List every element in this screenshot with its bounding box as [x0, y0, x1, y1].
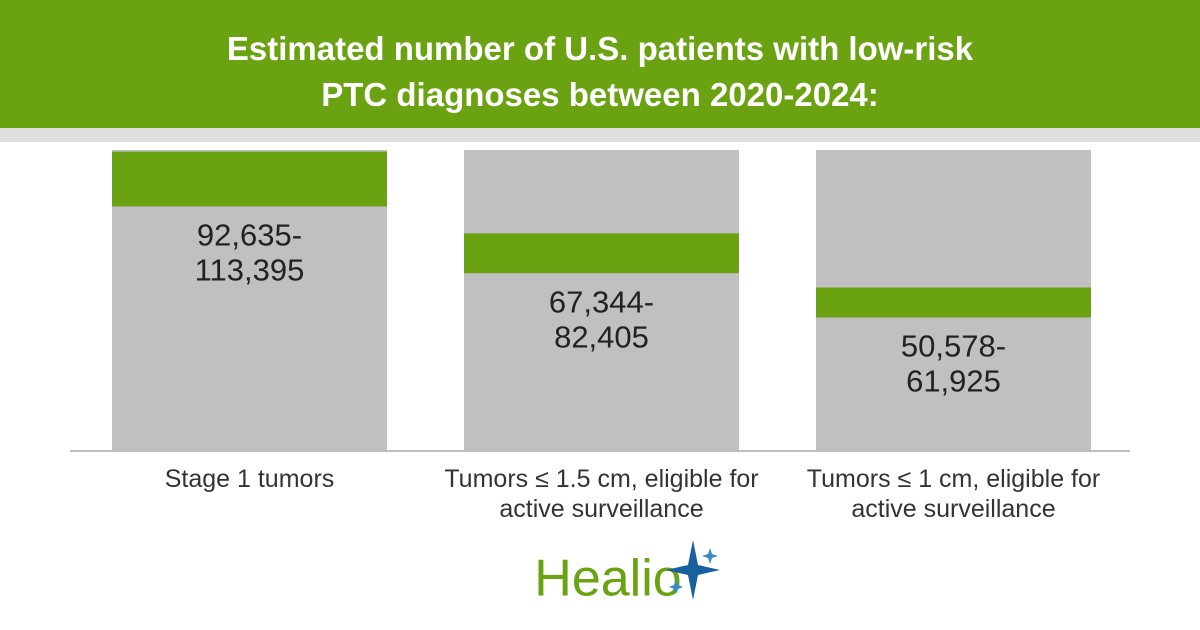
value-label: 113,395 [195, 253, 305, 288]
header-band [0, 0, 1200, 128]
header-strip [0, 128, 1200, 142]
range-bar [112, 151, 387, 207]
value-label: 82,405 [554, 319, 649, 354]
value-label: 50,578- [901, 329, 1006, 364]
value-label: 61,925 [906, 364, 1001, 399]
value-label: 67,344- [549, 284, 654, 319]
category-label: Tumors ≤ 1.5 cm, eligible for active sur… [444, 465, 759, 523]
bar-background [464, 150, 739, 451]
category-label: Tumors ≤ 1 cm, eligible for active surve… [806, 465, 1101, 523]
logo-star [666, 540, 720, 600]
logo: Healio [534, 550, 681, 608]
chart-title: Estimated number of U.S. patients with l… [226, 30, 974, 113]
category-label: Stage 1 tumors [164, 465, 335, 493]
value-label: 92,635- [197, 218, 302, 253]
range-bar [464, 233, 739, 274]
range-bar [816, 287, 1091, 318]
